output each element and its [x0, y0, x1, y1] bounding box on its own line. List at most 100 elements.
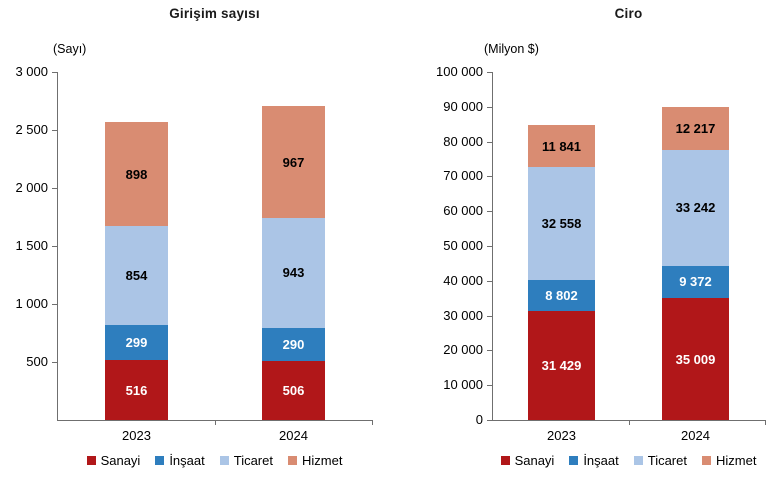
chart-girisim-sayisi: Girişim sayısı (Sayı) 500 1 000 1 500 2 000… — [15, 6, 373, 468]
bar-value-label: 898 — [125, 166, 148, 182]
y-tick-label: 60 000 — [443, 203, 483, 218]
y-tick-label: 10 000 — [443, 377, 483, 392]
legend-item-insaat: İnşaat — [155, 453, 205, 468]
y-tick-label: 1 000 — [15, 296, 48, 311]
bar-value-label: 506 — [282, 383, 305, 399]
y-axis-unit-label: (Sayı) — [53, 42, 87, 56]
y-tick-label: 100 000 — [436, 64, 483, 79]
legend-swatch-icon — [287, 456, 297, 465]
legend-label: Sanayi — [100, 453, 141, 468]
bar-segment-ticaret-2023: 854 — [105, 226, 168, 326]
y-tick-mark — [52, 246, 57, 247]
y-tick-mark — [487, 420, 492, 421]
legend-item-sanayi: Sanayi — [500, 453, 555, 468]
bar-value-label: 516 — [125, 382, 148, 398]
bar-value-label: 12 217 — [675, 121, 716, 137]
x-label-2024: 2024 — [681, 428, 710, 443]
x-axis-tick — [765, 420, 766, 425]
bar-value-label: 35 009 — [675, 351, 716, 367]
y-tick-label: 20 000 — [443, 342, 483, 357]
bar-segment-insaat-2024: 9 372 — [662, 265, 729, 299]
bar-segment-insaat-2023: 299 — [105, 325, 168, 361]
bar-value-label: 299 — [125, 335, 148, 351]
bar-value-label: 33 242 — [675, 200, 716, 216]
legend-item-insaat: İnşaat — [569, 453, 619, 468]
bar-value-label: 854 — [125, 268, 148, 284]
legend-label: Hizmet — [715, 453, 757, 468]
y-tick-mark — [487, 246, 492, 247]
y-tick-mark — [487, 176, 492, 177]
bar-value-label: 11 841 — [541, 138, 582, 154]
y-tick-label: 70 000 — [443, 168, 483, 183]
x-axis-tick — [629, 420, 630, 425]
y-tick-mark — [52, 130, 57, 131]
legend-label: İnşaat — [583, 453, 619, 468]
legend-swatch-icon — [633, 456, 643, 465]
bar-segment-ticaret-2024: 943 — [262, 218, 325, 328]
y-tick-mark — [487, 211, 492, 212]
y-tick-label: 40 000 — [443, 273, 483, 288]
legend-swatch-icon — [701, 456, 711, 465]
legend-swatch-icon — [500, 456, 510, 465]
y-tick-mark — [52, 362, 57, 363]
y-tick-mark — [487, 72, 492, 73]
chart-ciro: Ciro (Milyon $) 0 10 000 20 000 30 000 40 00… — [400, 0, 775, 485]
y-axis-line — [492, 72, 493, 421]
legend-swatch-icon — [569, 456, 579, 465]
legend-label: Sanayi — [514, 453, 555, 468]
x-label-2023: 2023 — [122, 428, 151, 443]
legend-item-hizmet: Hizmet — [287, 453, 343, 468]
legend-item-hizmet: Hizmet — [701, 453, 757, 468]
bar-segment-hizmet-2024: 967 — [262, 106, 325, 219]
x-axis-tick — [372, 420, 373, 425]
legend-item-sanayi: Sanayi — [86, 453, 141, 468]
bar-segment-ticaret-2023: 32 558 — [528, 166, 595, 280]
bar-segment-hizmet-2024: 12 217 — [662, 107, 729, 150]
bar-segment-hizmet-2023: 11 841 — [528, 125, 595, 167]
bar-segment-sanayi-2023: 31 429 — [528, 310, 595, 420]
y-tick-label: 90 000 — [443, 99, 483, 114]
legend-swatch-icon — [219, 456, 229, 465]
y-tick-label: 2 000 — [15, 180, 48, 195]
bar-segment-ticaret-2024: 33 242 — [662, 149, 729, 266]
y-tick-label: 80 000 — [443, 134, 483, 149]
bar-value-label: 9 372 — [679, 274, 712, 290]
y-tick-mark — [487, 385, 492, 386]
y-tick-mark — [487, 142, 492, 143]
y-tick-label: 30 000 — [443, 308, 483, 323]
y-tick-label: 50 000 — [443, 238, 483, 253]
x-label-2023: 2023 — [547, 428, 576, 443]
legend-swatch-icon — [155, 456, 165, 465]
bar-value-label: 32 558 — [541, 215, 582, 231]
y-tick-label: 500 — [26, 354, 48, 369]
y-tick-mark — [487, 350, 492, 351]
bar-segment-sanayi-2024: 506 — [262, 361, 325, 420]
legend-label: İnşaat — [169, 453, 205, 468]
bar-segment-sanayi-2024: 35 009 — [662, 298, 729, 420]
x-axis-tick — [215, 420, 216, 425]
y-tick-mark — [487, 316, 492, 317]
bar-value-label: 290 — [282, 336, 305, 352]
bar-segment-sanayi-2023: 516 — [105, 360, 168, 420]
y-tick-mark — [52, 188, 57, 189]
bar-segment-hizmet-2023: 898 — [105, 122, 168, 227]
y-tick-label: 0 — [475, 412, 483, 427]
legend: Sanayi İnşaat Ticaret Hizmet — [492, 453, 765, 468]
chart-title: Girişim sayısı — [169, 6, 260, 21]
bar-value-label: 943 — [282, 265, 305, 281]
y-axis-unit-label: (Milyon $) — [484, 42, 539, 56]
bar-value-label: 967 — [282, 154, 305, 170]
bar-value-label: 8 802 — [545, 287, 578, 303]
x-label-2024: 2024 — [279, 428, 308, 443]
legend-label: Hizmet — [301, 453, 343, 468]
y-tick-mark — [487, 281, 492, 282]
y-tick-mark — [52, 304, 57, 305]
y-axis-line — [57, 72, 58, 421]
legend-item-ticaret: Ticaret — [633, 453, 687, 468]
y-tick-mark — [52, 72, 57, 73]
chart-title: Ciro — [614, 6, 643, 21]
legend-label: Ticaret — [647, 453, 687, 468]
legend-swatch-icon — [86, 456, 96, 465]
y-tick-label: 3 000 — [15, 64, 48, 79]
